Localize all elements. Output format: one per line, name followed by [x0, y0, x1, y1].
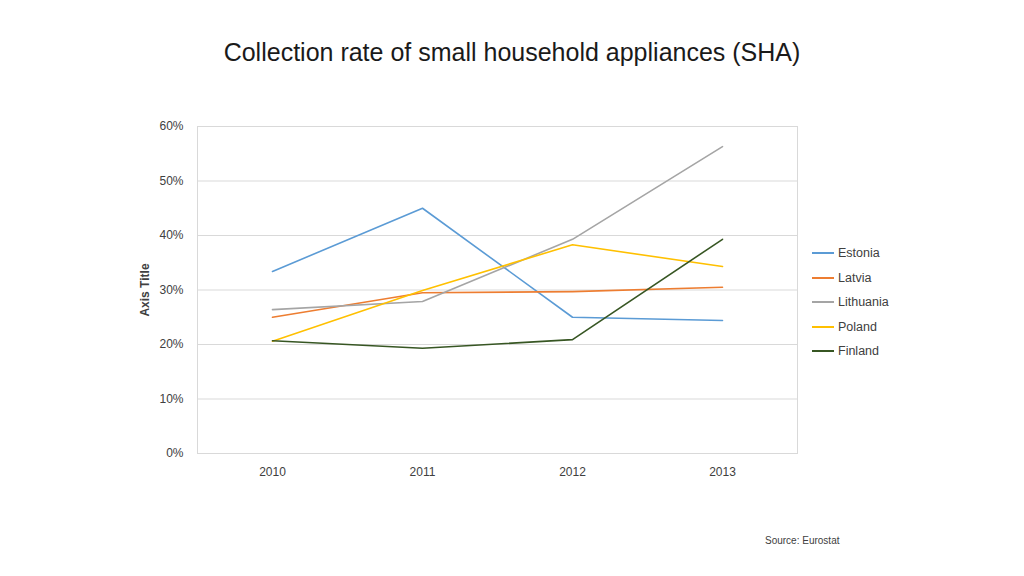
svg-text:30%: 30% — [159, 283, 183, 297]
html-text:Estonia: Estonia — [838, 246, 880, 261]
svg-text:2011: 2011 — [410, 465, 436, 479]
svg-text:40%: 40% — [159, 228, 183, 242]
svg-text:20%: 20% — [159, 337, 183, 351]
html-text:Axis Title: Axis Title — [138, 263, 152, 317]
html-text:Finland: Finland — [838, 344, 879, 359]
html-text:Latvia: Latvia — [838, 270, 872, 285]
svg-text:60%: 60% — [159, 119, 183, 133]
html-text:Lithuania: Lithuania — [838, 295, 889, 310]
html-text:Poland: Poland — [838, 319, 877, 334]
svg-text:2012: 2012 — [559, 465, 586, 479]
svg-text:2010: 2010 — [259, 465, 286, 479]
html-text:Source: Eurostat: Source: Eurostat — [765, 535, 840, 546]
svg-text:2013: 2013 — [709, 465, 736, 479]
svg-text:0%: 0% — [166, 446, 184, 460]
html-text:Collection rate of small house: Collection rate of small household appli… — [223, 38, 801, 66]
svg-text:10%: 10% — [159, 392, 183, 406]
svg-text:50%: 50% — [159, 174, 183, 188]
